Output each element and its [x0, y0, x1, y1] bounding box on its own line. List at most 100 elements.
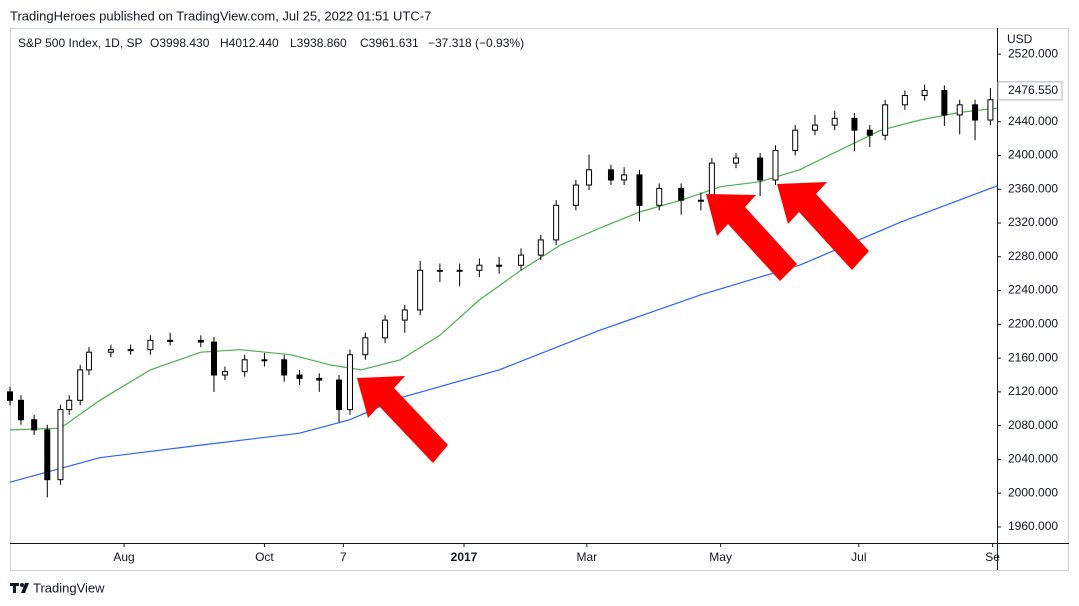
- candle-body: [127, 349, 134, 352]
- y-tick-label: 2000.000: [1008, 485, 1058, 499]
- y-tick-label: 2320.000: [1008, 215, 1058, 229]
- y-tick-label: 2040.000: [1008, 452, 1058, 466]
- candle-body: [241, 359, 248, 373]
- candle-body: [921, 89, 928, 97]
- candle-body: [636, 174, 643, 206]
- logo-part: [21, 583, 29, 593]
- candle-body: [621, 174, 628, 181]
- symbol: S&P 500 Index, 1D, SP: [18, 36, 143, 50]
- candle-body: [941, 89, 948, 116]
- candle-body: [882, 104, 889, 136]
- candle-body: [346, 354, 353, 411]
- candle-body: [732, 157, 739, 164]
- ohlc-open: O3998.430: [150, 36, 210, 50]
- candle-body: [261, 359, 268, 362]
- candle-body: [44, 429, 51, 481]
- candle-body: [107, 349, 114, 353]
- candle-body: [572, 184, 579, 206]
- candle-body: [851, 117, 858, 131]
- candle-body: [147, 339, 154, 351]
- ohlc-close: C3961.631: [360, 36, 419, 50]
- arrows: [357, 182, 869, 463]
- last-price-box: [997, 81, 1063, 101]
- x-tick-label: Aug: [113, 550, 134, 564]
- candle-body: [831, 117, 838, 126]
- ohlc-change: −37.318 (−0.93%): [428, 36, 524, 50]
- candle-body: [7, 391, 13, 401]
- candle-body: [66, 399, 73, 411]
- arrow: [706, 194, 797, 281]
- y-tick-label: 2520.000: [1008, 46, 1058, 60]
- candle-body: [17, 399, 24, 421]
- candle-body: [167, 339, 174, 342]
- candle-body: [772, 149, 779, 181]
- candle-body: [85, 351, 92, 371]
- candle-body: [417, 269, 424, 311]
- candle-body: [811, 124, 818, 131]
- candle-body: [697, 199, 704, 202]
- legend: S&P 500 Index, 1D, SP O3998.430 H4012.44…: [18, 36, 524, 50]
- candle-body: [436, 269, 443, 272]
- candle-body: [77, 369, 84, 401]
- y-tick-label: 2080.000: [1008, 418, 1058, 432]
- candle-body: [901, 95, 908, 106]
- y-tick-label: 2360.000: [1008, 181, 1058, 195]
- candle-body: [792, 129, 799, 151]
- x-tick-label: Jul: [851, 550, 866, 564]
- header: TradingHeroes published on TradingView.c…: [10, 8, 431, 23]
- last-price-label: 2476.550: [1008, 83, 1058, 97]
- candle-body: [476, 264, 483, 271]
- candle-body: [336, 379, 342, 411]
- logo-part: [20, 583, 24, 587]
- plot: [7, 84, 998, 498]
- candle-body: [281, 359, 288, 376]
- candle-body: [401, 309, 408, 321]
- arrow: [777, 182, 869, 270]
- y-tick-label: 2200.000: [1008, 317, 1058, 331]
- y-tick-label: 2120.000: [1008, 384, 1058, 398]
- candle-body: [221, 371, 228, 376]
- y-tick-label: 2160.000: [1008, 350, 1058, 364]
- y-tick-label: 2440.000: [1008, 114, 1058, 128]
- candle-body: [757, 157, 764, 181]
- candle-body: [31, 419, 38, 431]
- x-tick-label: May: [709, 550, 732, 564]
- candle-body: [956, 104, 963, 116]
- chart-frame: [10, 28, 1069, 571]
- candle-body: [972, 104, 979, 121]
- candle-body: [518, 254, 525, 266]
- brand: TradingView: [33, 580, 105, 595]
- candle-body: [57, 409, 64, 481]
- candle-body: [866, 129, 873, 136]
- x-tick-label: 2017: [451, 550, 478, 564]
- candle-body: [656, 187, 663, 206]
- x-tick-label: Mar: [577, 550, 598, 564]
- candle-body: [607, 169, 614, 181]
- logo-part: [13, 583, 16, 593]
- y-tick-label: 1960.000: [1008, 519, 1058, 533]
- arrow: [357, 376, 448, 463]
- moving-average: [9, 107, 998, 431]
- candle-body: [553, 204, 560, 241]
- candle-body: [382, 319, 389, 339]
- ohlc-low: L3938.860: [290, 36, 347, 50]
- candle-body: [987, 99, 994, 121]
- x-tick-label: Se: [985, 550, 1000, 564]
- currency: USD: [1007, 32, 1033, 46]
- candle-body: [456, 269, 463, 272]
- moving-average: [9, 185, 998, 483]
- candle-body: [197, 339, 204, 343]
- candle-body: [362, 337, 369, 356]
- brand-logo: [10, 583, 29, 593]
- candle-body: [678, 187, 685, 201]
- y-tick-label: 2280.000: [1008, 249, 1058, 263]
- candle-body: [316, 377, 323, 381]
- candle-body: [537, 239, 544, 256]
- x-tick-label: Oct: [255, 550, 274, 564]
- candle-body: [296, 374, 303, 379]
- candle-body: [586, 169, 593, 186]
- candle-body: [496, 264, 503, 267]
- candle-body: [210, 341, 217, 376]
